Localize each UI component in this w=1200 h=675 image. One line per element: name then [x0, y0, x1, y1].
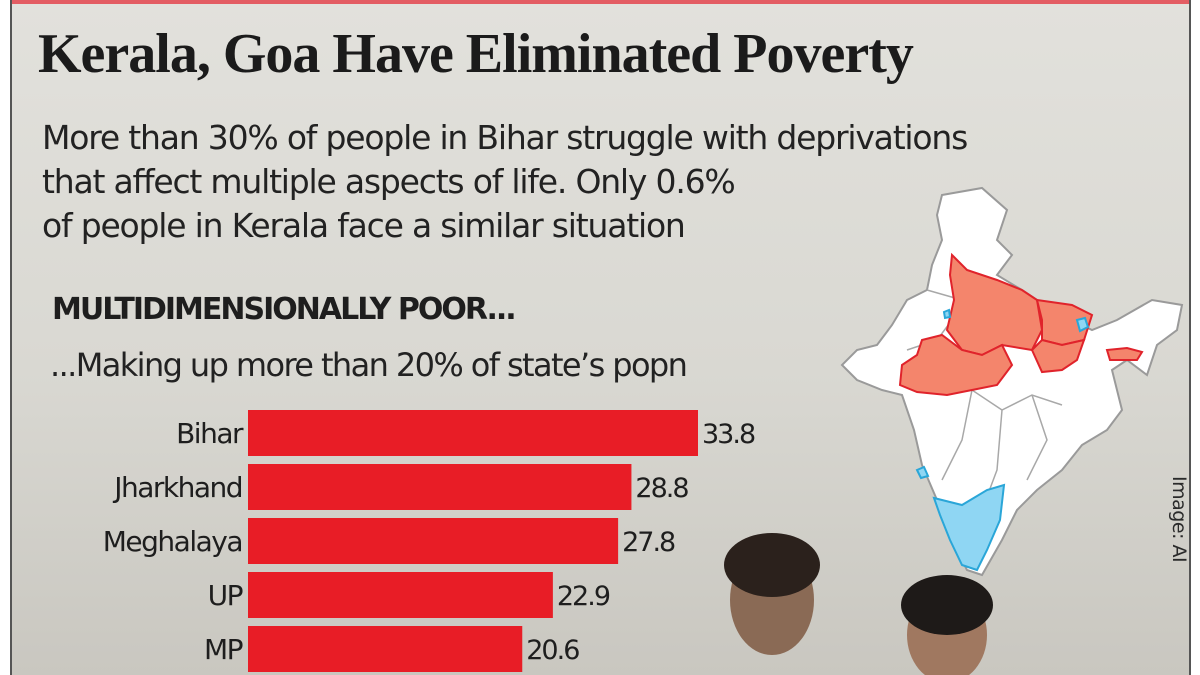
bar-mp [248, 626, 523, 672]
image-credit: Image: AI [1168, 476, 1190, 563]
value-label: 33.8 [702, 419, 755, 450]
map-country-outline [840, 186, 1184, 577]
map-state-uttar-pradesh [945, 252, 1044, 357]
bar-meghalaya [248, 518, 619, 564]
map-state-goa [915, 465, 930, 480]
category-label: Jharkhand [112, 471, 242, 504]
person-hair-right [901, 575, 993, 635]
map-state-jharkhand [1030, 338, 1086, 374]
chart-subheading: ...Making up more than 20% of state’s po… [50, 346, 688, 384]
map-state-borders [906, 279, 1063, 511]
map-state-kerala-tamil-nadu [932, 483, 1006, 572]
value-label: 27.8 [622, 527, 675, 558]
headline: Kerala, Goa Have Eliminated Poverty [38, 23, 914, 85]
map-state-sikkim [1075, 316, 1090, 333]
map-state-madhya-pradesh [898, 333, 1014, 397]
chart-heading: MULTIDIMENSIONALLY POOR... [52, 292, 517, 327]
value-label: 20.6 [526, 635, 579, 666]
subtitle: More than 30% of people in Bihar struggl… [42, 116, 1142, 248]
subtitle-line: of people in Kerala face a similar situa… [42, 206, 686, 245]
person-hair-left [724, 533, 820, 597]
bar-jharkhand [248, 464, 632, 510]
bar-up [248, 572, 553, 618]
top-accent-line [12, 0, 1189, 4]
value-label: 28.8 [635, 473, 688, 504]
category-label: Bihar [176, 417, 244, 450]
value-label: 22.9 [557, 581, 610, 612]
subtitle-line: that affect multiple aspects of life. On… [42, 162, 736, 201]
people-photo [724, 533, 993, 675]
map-state-delhi [942, 308, 952, 320]
map-state-meghalaya [1105, 346, 1144, 361]
bar-chart: Bihar 33.8 Jharkhand 28.8 Meghalaya 27.8 UP 22.… [103, 410, 757, 672]
infographic-frame: Kerala, Goa Have Eliminated Poverty More… [10, 0, 1191, 675]
subtitle-line: More than 30% of people in Bihar struggl… [42, 118, 968, 157]
category-label: UP [208, 579, 243, 612]
india-map [840, 186, 1184, 577]
bar-bihar [248, 410, 698, 456]
category-label: Meghalaya [103, 525, 242, 558]
category-label: MP [204, 633, 243, 666]
